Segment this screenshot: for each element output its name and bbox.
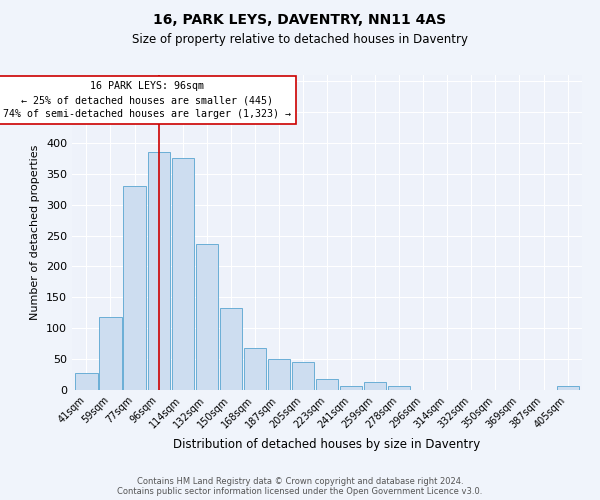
Bar — [220, 308, 242, 390]
Bar — [268, 358, 290, 390]
Bar — [340, 386, 362, 390]
Bar — [76, 372, 98, 390]
Bar — [364, 382, 386, 390]
Bar — [172, 158, 194, 390]
Bar — [100, 317, 122, 390]
Bar — [148, 152, 170, 390]
Bar — [124, 186, 146, 390]
Bar — [292, 362, 314, 390]
Bar — [244, 348, 266, 390]
Text: 16 PARK LEYS: 96sqm
← 25% of detached houses are smaller (445)
74% of semi-detac: 16 PARK LEYS: 96sqm ← 25% of detached ho… — [2, 81, 290, 119]
Bar — [196, 244, 218, 390]
X-axis label: Distribution of detached houses by size in Daventry: Distribution of detached houses by size … — [173, 438, 481, 451]
Bar — [557, 386, 578, 390]
Y-axis label: Number of detached properties: Number of detached properties — [31, 145, 40, 320]
Bar — [316, 379, 338, 390]
Text: Contains HM Land Registry data © Crown copyright and database right 2024.
Contai: Contains HM Land Registry data © Crown c… — [118, 476, 482, 496]
Text: 16, PARK LEYS, DAVENTRY, NN11 4AS: 16, PARK LEYS, DAVENTRY, NN11 4AS — [154, 12, 446, 26]
Text: Size of property relative to detached houses in Daventry: Size of property relative to detached ho… — [132, 32, 468, 46]
Bar — [388, 386, 410, 390]
